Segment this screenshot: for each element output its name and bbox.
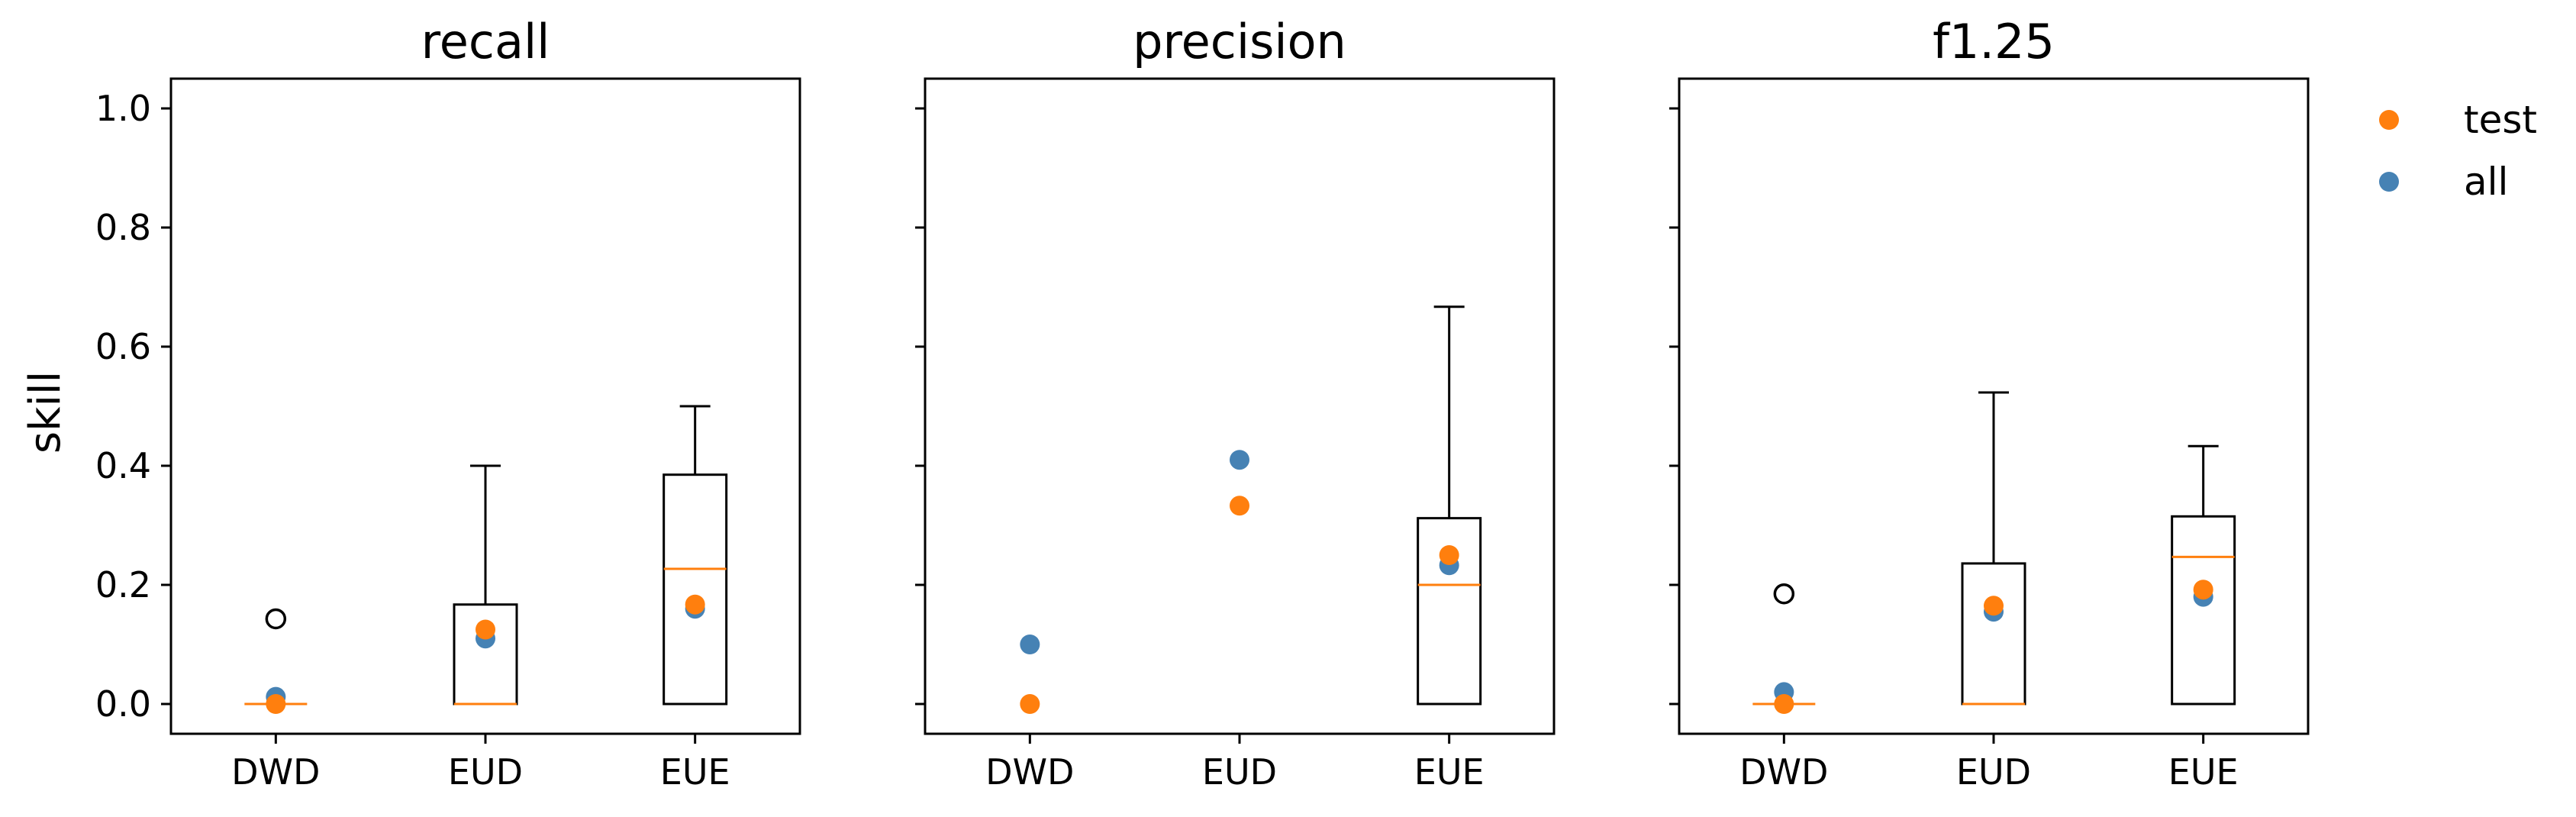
y-axis-label: skill [21, 371, 70, 454]
legend-marker-all [2379, 172, 2399, 192]
point-test-eud [476, 619, 495, 640]
point-test-dwd [1020, 694, 1040, 714]
x-tick-label-dwd: DWD [231, 751, 320, 793]
point-test-eud [1984, 596, 2004, 616]
legend: test all [2379, 98, 2537, 204]
y-tick-label: 0.2 [95, 564, 151, 605]
axes-frame [924, 77, 1556, 735]
x-tick-label-eud: EUD [448, 751, 523, 793]
y-tick-label: 0.4 [95, 445, 151, 486]
y-tick-label: 0.6 [95, 326, 151, 367]
axes-frame [169, 77, 801, 735]
axes-frame [1678, 77, 2310, 735]
point-test-eue [2193, 580, 2213, 600]
boxplot-eue [2171, 444, 2236, 706]
legend-label-test: test [2464, 98, 2537, 142]
point-test-eue [685, 594, 705, 615]
box-iqr [2171, 515, 2236, 706]
y-tick-label: 1.0 [95, 88, 151, 129]
point-all-eud [1230, 450, 1249, 470]
legend-label-all: all [2464, 160, 2508, 204]
x-tick-label-dwd: DWD [1739, 751, 1828, 793]
point-all-dwd [1020, 635, 1040, 654]
panel-recall: recall 0.0 0.2 0.4 0.6 0.8 1.0 DWD EUD EUE [95, 14, 801, 793]
box-iqr [1961, 562, 2026, 706]
panel-f1-25: f1.25 DWD EUD EUE [1669, 14, 2310, 793]
boxplot-eud [1961, 391, 2026, 706]
y-tick-label: 0.0 [95, 683, 151, 725]
outlier-point [265, 608, 287, 630]
boxplot-eue [1417, 305, 1482, 706]
panel-precision: precision DWD EUD EUE [915, 14, 1556, 793]
x-tick-label-dwd: DWD [985, 751, 1074, 793]
x-tick-label-eue: EUE [660, 751, 730, 793]
point-test-eud [1230, 496, 1249, 516]
box-iqr [663, 473, 728, 706]
point-test-dwd [266, 694, 286, 714]
boxplot-eue [663, 405, 728, 706]
x-tick-label-eue: EUE [2168, 751, 2239, 793]
panel-title: precision [1133, 14, 1346, 69]
outlier-point [1773, 583, 1795, 605]
panel-title: recall [421, 14, 550, 69]
point-test-eue [1439, 545, 1459, 565]
panel-title: f1.25 [1933, 14, 2055, 69]
x-tick-label-eue: EUE [1414, 751, 1485, 793]
box-iqr [453, 603, 518, 706]
y-tick-label: 0.8 [95, 207, 151, 248]
point-test-dwd [1774, 694, 1794, 714]
boxplot-eud [453, 464, 518, 706]
x-tick-label-eud: EUD [1956, 751, 2031, 793]
legend-marker-test [2379, 110, 2399, 130]
x-tick-label-eud: EUD [1202, 751, 1277, 793]
